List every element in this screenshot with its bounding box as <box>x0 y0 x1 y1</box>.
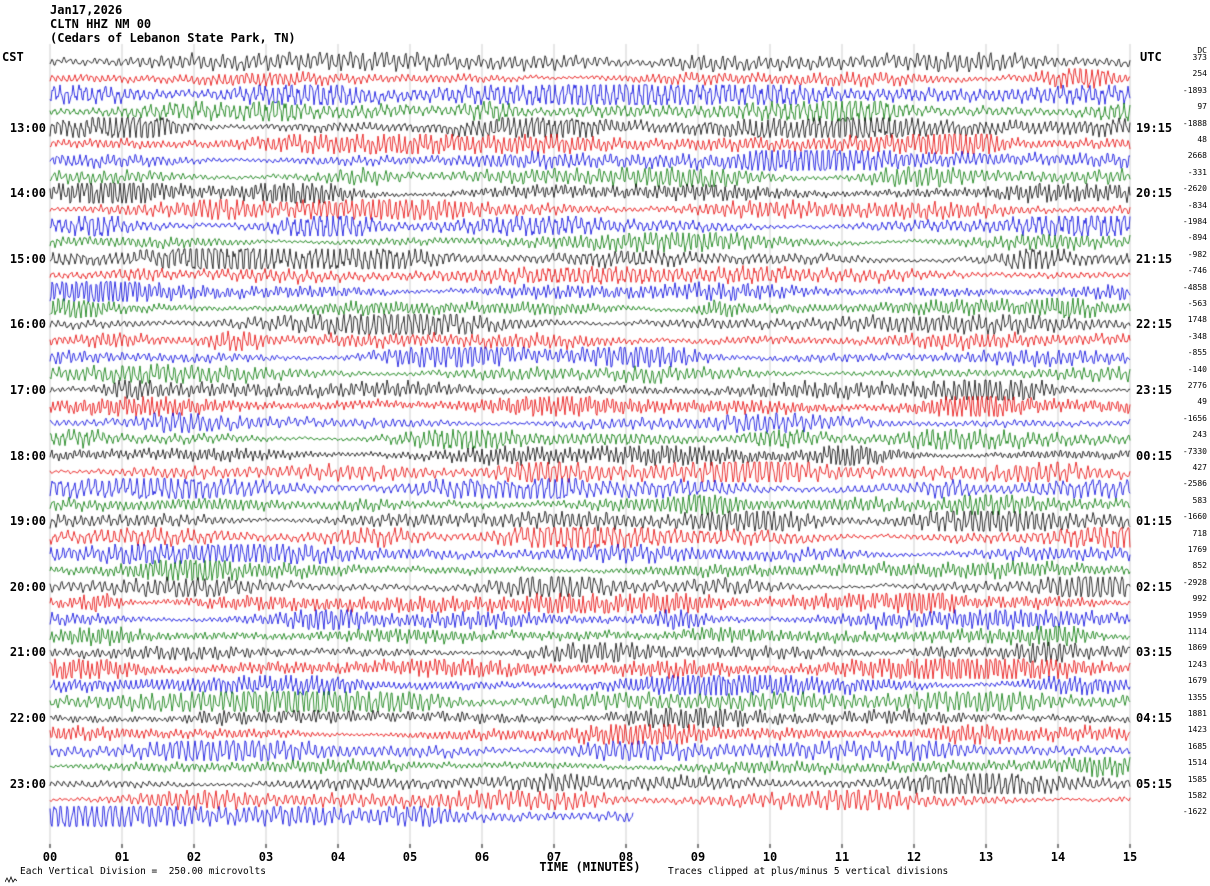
x-axis-tick-label: 09 <box>690 850 706 864</box>
dc-offset-value: 1881 <box>1187 709 1207 718</box>
title-date: Jan17,2026 <box>50 3 123 17</box>
right-timezone-label: UTC <box>1140 50 1162 64</box>
dc-offset-value: -348 <box>1187 331 1207 341</box>
dc-offset-value: -1660 <box>1182 512 1207 522</box>
dc-offset-value: 718 <box>1192 528 1207 538</box>
dc-offset-value: 49 <box>1197 397 1207 407</box>
x-axis-title: TIME (MINUTES) <box>539 860 641 874</box>
dc-column-header: DC <box>1197 46 1207 55</box>
left-hour-label: 16:00 <box>9 317 46 332</box>
x-axis-tick-label: 15 <box>1122 850 1138 864</box>
dc-offset-value: -894 <box>1187 233 1207 243</box>
dc-offset-value: 2668 <box>1187 151 1207 161</box>
x-axis-tick-label: 12 <box>906 850 922 864</box>
right-hour-label: 23:15 <box>1136 383 1173 397</box>
dc-offset-value: -7330 <box>1182 446 1207 456</box>
dc-offset-value: -855 <box>1187 348 1207 358</box>
dc-offset-value: -140 <box>1187 364 1207 374</box>
dc-offset-value: 1585 <box>1187 774 1207 784</box>
dc-offset-value: -834 <box>1187 200 1207 210</box>
dc-offset-value: 427 <box>1192 463 1207 472</box>
x-axis-tick-label: 08 <box>618 850 634 864</box>
dc-offset-value: 992 <box>1192 594 1207 604</box>
x-axis-tick-label: 00 <box>42 850 58 864</box>
dc-offset-value: 97 <box>1197 102 1207 112</box>
scale-footnote: Each Vertical Division = 250.00 microvol… <box>20 866 266 877</box>
x-axis-tick-label: 01 <box>114 850 130 864</box>
dc-offset-value: -746 <box>1187 266 1207 276</box>
dc-offset-value: 583 <box>1192 495 1207 505</box>
right-hour-label: 19:15 <box>1136 120 1173 135</box>
dc-offset-value: 1582 <box>1187 791 1207 800</box>
x-axis-tick-label: 13 <box>978 850 994 864</box>
x-axis-tick-label: 07 <box>546 850 562 864</box>
title-location: (Cedars of Lebanon State Park, TN) <box>50 31 296 45</box>
x-axis-tick-label: 05 <box>402 850 418 864</box>
dc-offset-value: 254 <box>1192 69 1207 79</box>
dc-offset-value: -1893 <box>1182 85 1207 95</box>
right-hour-label: 21:15 <box>1136 251 1173 266</box>
dc-offset-value: 1114 <box>1187 627 1207 636</box>
right-hour-label: 05:15 <box>1136 776 1173 791</box>
right-hour-label: 02:15 <box>1136 579 1173 594</box>
left-hour-label: 20:00 <box>9 579 46 594</box>
dc-offset-value: 1959 <box>1187 610 1207 620</box>
right-hour-label: 20:15 <box>1136 186 1173 201</box>
x-axis-tick-label: 11 <box>834 850 850 864</box>
dc-offset-value: 1748 <box>1187 315 1207 325</box>
dc-offset-value: -2928 <box>1182 577 1207 587</box>
dc-offset-value: -2620 <box>1182 184 1207 194</box>
right-hour-label: 01:15 <box>1136 514 1173 529</box>
title-station: CLTN HHZ NM 00 <box>50 17 152 31</box>
dc-offset-value: 1869 <box>1187 643 1207 653</box>
dc-offset-value: -563 <box>1187 299 1207 308</box>
left-hour-label: 17:00 <box>9 383 46 397</box>
dc-offset-value: -2586 <box>1182 479 1207 489</box>
dc-offset-value: 1514 <box>1187 758 1207 768</box>
dc-offset-value: -1656 <box>1182 413 1207 423</box>
right-hour-label: 03:15 <box>1136 645 1173 660</box>
dc-offset-value: 1243 <box>1187 659 1207 669</box>
dc-offset-value: 1423 <box>1187 725 1207 735</box>
left-timezone-label: CST <box>2 50 24 64</box>
left-hour-label: 22:00 <box>9 711 46 725</box>
dc-offset-value: 1769 <box>1187 545 1207 554</box>
left-hour-label: 19:00 <box>9 514 46 529</box>
dc-offset-value: 2776 <box>1187 381 1207 390</box>
right-hour-label: 00:15 <box>1136 448 1173 463</box>
left-hour-label: 14:00 <box>9 186 46 201</box>
x-axis-tick-label: 02 <box>186 850 202 864</box>
left-hour-label: 15:00 <box>9 251 46 266</box>
dc-offset-value: -4858 <box>1182 282 1207 292</box>
left-hour-label: 21:00 <box>9 645 46 660</box>
dc-offset-value: 1685 <box>1187 741 1207 751</box>
dc-offset-value: 373 <box>1192 53 1207 62</box>
dc-offset-value: -1622 <box>1182 807 1207 817</box>
dc-offset-value: 1355 <box>1187 692 1207 702</box>
dc-offset-value: 852 <box>1192 561 1207 571</box>
right-hour-label: 04:15 <box>1136 711 1173 725</box>
x-axis-tick-label: 10 <box>762 850 778 864</box>
dc-offset-value: -331 <box>1187 167 1207 177</box>
dc-offset-value: 243 <box>1192 430 1207 440</box>
x-axis-tick-label: 04 <box>330 850 346 864</box>
dc-offset-value: 1679 <box>1187 676 1207 686</box>
x-axis-tick-label: 03 <box>258 850 274 864</box>
left-hour-label: 13:00 <box>9 120 46 135</box>
left-hour-label: 23:00 <box>9 776 46 791</box>
dc-offset-value: -982 <box>1187 249 1207 259</box>
left-hour-label: 18:00 <box>9 448 46 463</box>
logo-squiggle-icon <box>5 876 17 883</box>
clip-footnote: Traces clipped at plus/minus 5 vertical … <box>668 866 949 877</box>
right-hour-label: 22:15 <box>1136 317 1173 332</box>
x-axis-tick-label: 06 <box>474 850 490 864</box>
dc-offset-value: -1984 <box>1182 217 1207 226</box>
dc-offset-value: 48 <box>1197 135 1207 144</box>
x-axis-tick-label: 14 <box>1050 850 1066 864</box>
dc-offset-value: -1888 <box>1182 118 1207 128</box>
